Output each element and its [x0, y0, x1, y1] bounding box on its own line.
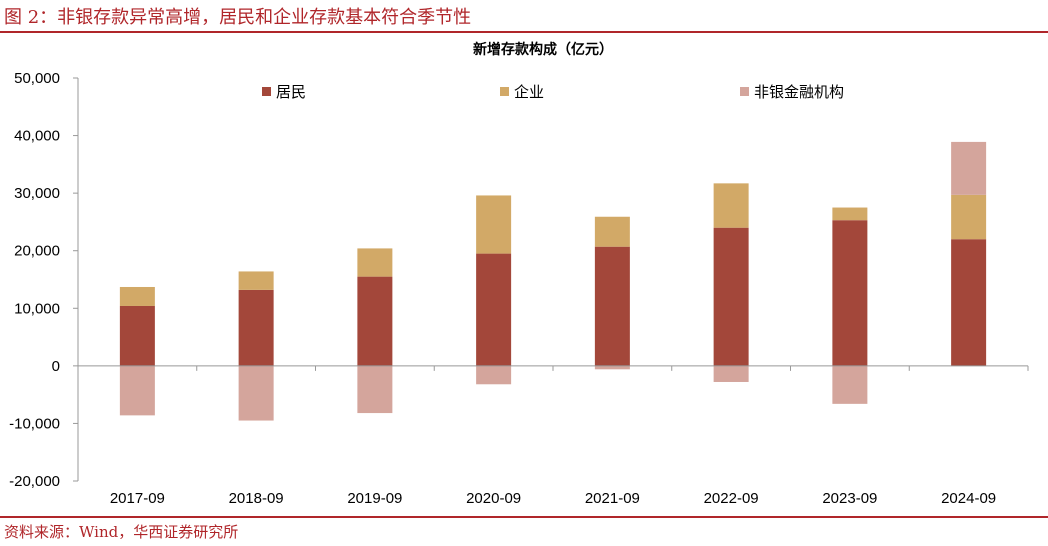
legend-label-series-1: 居民 — [276, 83, 306, 101]
bar-2024-09-series-1 — [951, 239, 987, 366]
x-tick-label: 2022-09 — [704, 490, 759, 507]
x-tick-label: 2020-09 — [466, 490, 521, 507]
bar-2022-09-series-2 — [713, 183, 749, 228]
bar-2017-09-series-1 — [119, 305, 155, 366]
bar-2018-09-series-2 — [238, 271, 274, 290]
bar-2017-09-series-2 — [119, 286, 155, 306]
legend-swatch-series-2 — [500, 87, 509, 96]
y-tick-label: 10,000 — [14, 300, 60, 317]
figure-title: 图 2：非银存款异常高增，居民和企业存款基本符合季节性 — [4, 7, 472, 28]
x-tick-label: 2021-09 — [585, 490, 640, 507]
bar-2018-09-series-3 — [238, 365, 274, 421]
bar-2021-09-series-1 — [594, 246, 630, 366]
legend: 居民 企业 非银金融机构 — [262, 83, 844, 101]
y-tick-label: -20,000 — [9, 473, 60, 490]
bar-2020-09-series-3 — [476, 365, 512, 385]
plot-area: -20,000 -10,000 0 10,000 20,000 30,000 40,000 5… — [9, 70, 1029, 507]
x-tick-label: 2017-09 — [110, 490, 165, 507]
legend-swatch-series-3 — [740, 87, 749, 96]
bar-2020-09-series-2 — [476, 195, 512, 254]
y-tick-label: 50,000 — [14, 70, 60, 87]
chart-title: 新增存款构成（亿元） — [473, 41, 613, 58]
legend-label-series-3: 非银金融机构 — [754, 83, 844, 101]
bar-2018-09-series-1 — [238, 289, 274, 366]
bar-2020-09-series-1 — [476, 253, 512, 366]
y-tick-label: 0 — [52, 358, 60, 375]
bar-2024-09-series-3 — [951, 141, 987, 195]
bar-2017-09-series-3 — [119, 365, 155, 416]
legend-swatch-series-1 — [262, 87, 271, 96]
legend-label-series-2: 企业 — [514, 83, 544, 101]
bar-2019-09-series-2 — [357, 248, 393, 277]
y-tick-label: -10,000 — [9, 415, 60, 432]
x-tick-label: 2019-09 — [347, 490, 402, 507]
footer-divider — [0, 516, 1048, 518]
x-tick-label: 2018-09 — [229, 490, 284, 507]
y-tick-label: 30,000 — [14, 185, 60, 202]
bar-2019-09-series-1 — [357, 276, 393, 366]
bar-2022-09-series-1 — [713, 227, 749, 366]
bar-2023-09-series-3 — [832, 365, 868, 404]
y-tick-label: 20,000 — [14, 243, 60, 260]
source-note: 资料来源：Wind，华西证券研究所 — [4, 523, 239, 541]
bar-2021-09-series-3 — [594, 365, 630, 370]
x-tick-label: 2023-09 — [822, 490, 877, 507]
bar-2023-09-series-2 — [832, 207, 868, 221]
bar-2023-09-series-1 — [832, 220, 868, 366]
y-tick-label: 40,000 — [14, 128, 60, 145]
bar-2022-09-series-3 — [713, 365, 749, 382]
bar-2021-09-series-2 — [594, 216, 630, 247]
bar-2019-09-series-3 — [357, 365, 393, 414]
x-tick-label: 2024-09 — [941, 490, 996, 507]
title-divider — [0, 31, 1048, 33]
bar-2024-09-series-2 — [951, 194, 987, 240]
